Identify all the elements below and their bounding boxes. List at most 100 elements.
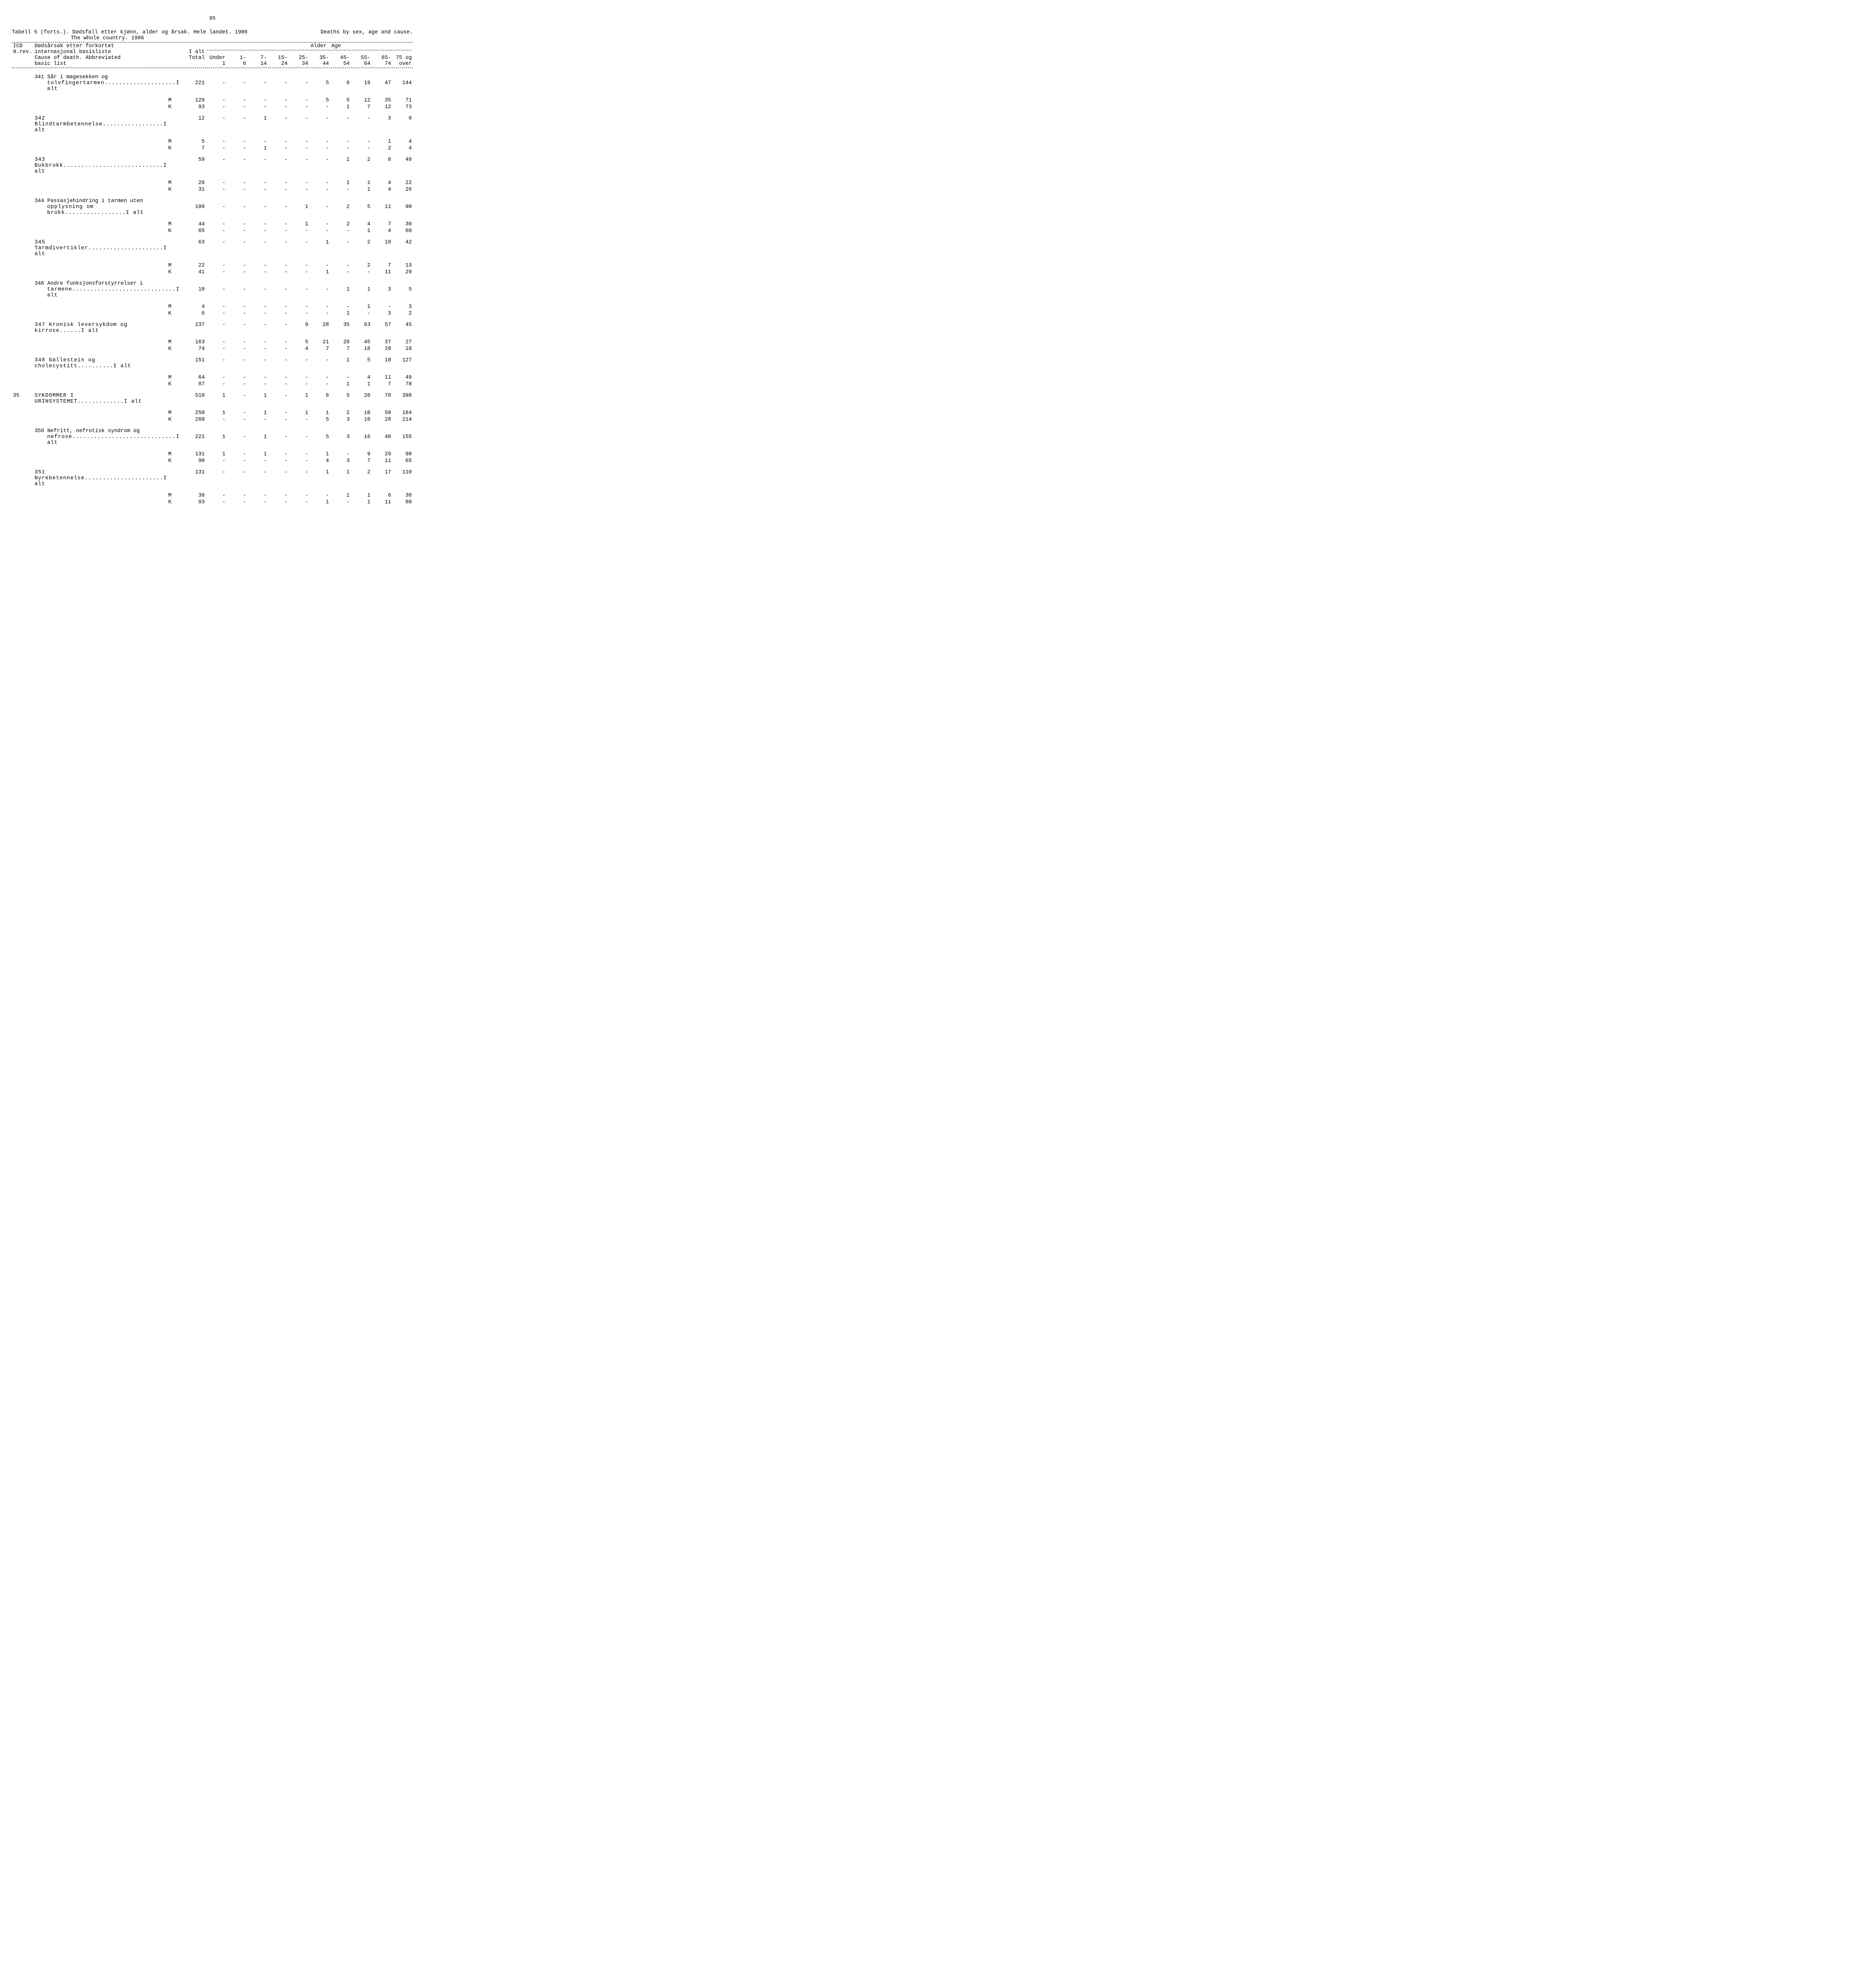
cell: 1: [247, 405, 268, 416]
cell: -: [310, 216, 330, 227]
cell: -: [227, 234, 247, 257]
cell: -: [247, 464, 268, 487]
sex-k: K: [167, 416, 184, 423]
cell: 1: [330, 151, 351, 175]
cell: 1: [247, 110, 268, 133]
cell: -: [247, 352, 268, 369]
hdr-age-en: Age: [330, 43, 351, 49]
cell: -: [268, 405, 289, 416]
cell: -: [247, 334, 268, 345]
hdr-cause-no-2: internasjonal basisliste: [33, 49, 167, 55]
cell: -: [289, 257, 310, 269]
cell: 1: [330, 103, 351, 110]
table-row: 342 Blindtarmbetennelse.................…: [12, 110, 413, 133]
cell: 5: [310, 416, 330, 423]
cell: 20: [351, 387, 372, 405]
cell: -: [310, 287, 330, 298]
sex-m: M: [167, 487, 184, 499]
cell: -: [289, 92, 310, 103]
cell: 10: [351, 416, 372, 423]
cell: 5: [310, 80, 330, 92]
cell: -: [227, 334, 247, 345]
cell: 6: [184, 310, 206, 317]
cause-text: 350 Nefritt, nefrotisk syndrom og: [33, 423, 167, 434]
cell: -: [268, 186, 289, 193]
sex-m: M: [167, 257, 184, 269]
cell: -: [310, 257, 330, 269]
cell: 2: [330, 204, 351, 216]
icd-code: [12, 110, 33, 133]
cell: 1: [206, 434, 227, 446]
cell: -: [351, 310, 372, 317]
table-row: M22-------2713: [12, 257, 413, 269]
cell: -: [227, 464, 247, 487]
cell: -: [227, 151, 247, 175]
cell: -: [310, 352, 330, 369]
cell: -: [268, 269, 289, 275]
hdr-cause-en-1: Cause of death. Abbreviated: [33, 55, 167, 61]
cell: 4: [372, 186, 393, 193]
hdr-total-en: Total: [184, 55, 206, 61]
cell: 1: [330, 175, 351, 186]
cell: -: [268, 257, 289, 269]
cell: 7: [351, 103, 372, 110]
cell: -: [268, 499, 289, 505]
cell: 2: [392, 310, 413, 317]
cell: -: [247, 234, 268, 257]
cell: 1: [206, 405, 227, 416]
cell: 22: [184, 257, 206, 269]
cell: -: [227, 387, 247, 405]
cell: 3: [330, 457, 351, 464]
cell: -: [330, 269, 351, 275]
table-row: 345 Tarmdivertikler.....................…: [12, 234, 413, 257]
cell: -: [227, 352, 247, 369]
cell: 1: [351, 381, 372, 387]
cell: -: [268, 381, 289, 387]
table-row: M128-----55123571: [12, 92, 413, 103]
cell: 12: [351, 92, 372, 103]
cell: -: [289, 434, 310, 446]
cell: -: [268, 298, 289, 310]
cell: 1: [310, 499, 330, 505]
cell: 4: [351, 369, 372, 381]
cell: 2: [351, 234, 372, 257]
table-row: 350 Nefritt, nefrotisk syndrom og: [12, 423, 413, 434]
cell: -: [247, 298, 268, 310]
cell: 1: [330, 287, 351, 298]
cell: -: [247, 457, 268, 464]
sex-k: K: [167, 186, 184, 193]
cell: -: [330, 369, 351, 381]
cell: -: [268, 133, 289, 145]
hdr-cause-en-2: basic list: [33, 61, 167, 67]
hdr-c3a: 15-: [268, 55, 289, 61]
cell: 4: [310, 457, 330, 464]
cell: -: [227, 204, 247, 216]
cell: -: [227, 446, 247, 457]
cell: 1: [330, 352, 351, 369]
cell: 90: [184, 457, 206, 464]
cell: 4: [289, 345, 310, 352]
cell: -: [206, 151, 227, 175]
cell: -: [289, 464, 310, 487]
hdr-age-no: Alder: [310, 43, 330, 49]
sex-m: M: [167, 175, 184, 186]
cell: 1: [247, 434, 268, 446]
cell: -: [289, 175, 310, 186]
sex-m: M: [167, 216, 184, 227]
cell: -: [206, 103, 227, 110]
cell: 184: [392, 405, 413, 416]
cell: -: [310, 227, 330, 234]
cell: -: [289, 145, 310, 151]
cell: -: [310, 145, 330, 151]
cause-text: 341 Sår i magesekken og: [33, 69, 167, 80]
cell: -: [227, 317, 247, 334]
cell: -: [268, 234, 289, 257]
cell: 73: [392, 103, 413, 110]
cell: -: [372, 298, 393, 310]
cell: 1: [247, 145, 268, 151]
cell: -: [247, 287, 268, 298]
cell: 2: [330, 405, 351, 416]
cell: 1: [206, 446, 227, 457]
cell: -: [351, 269, 372, 275]
cell: 1: [330, 464, 351, 487]
